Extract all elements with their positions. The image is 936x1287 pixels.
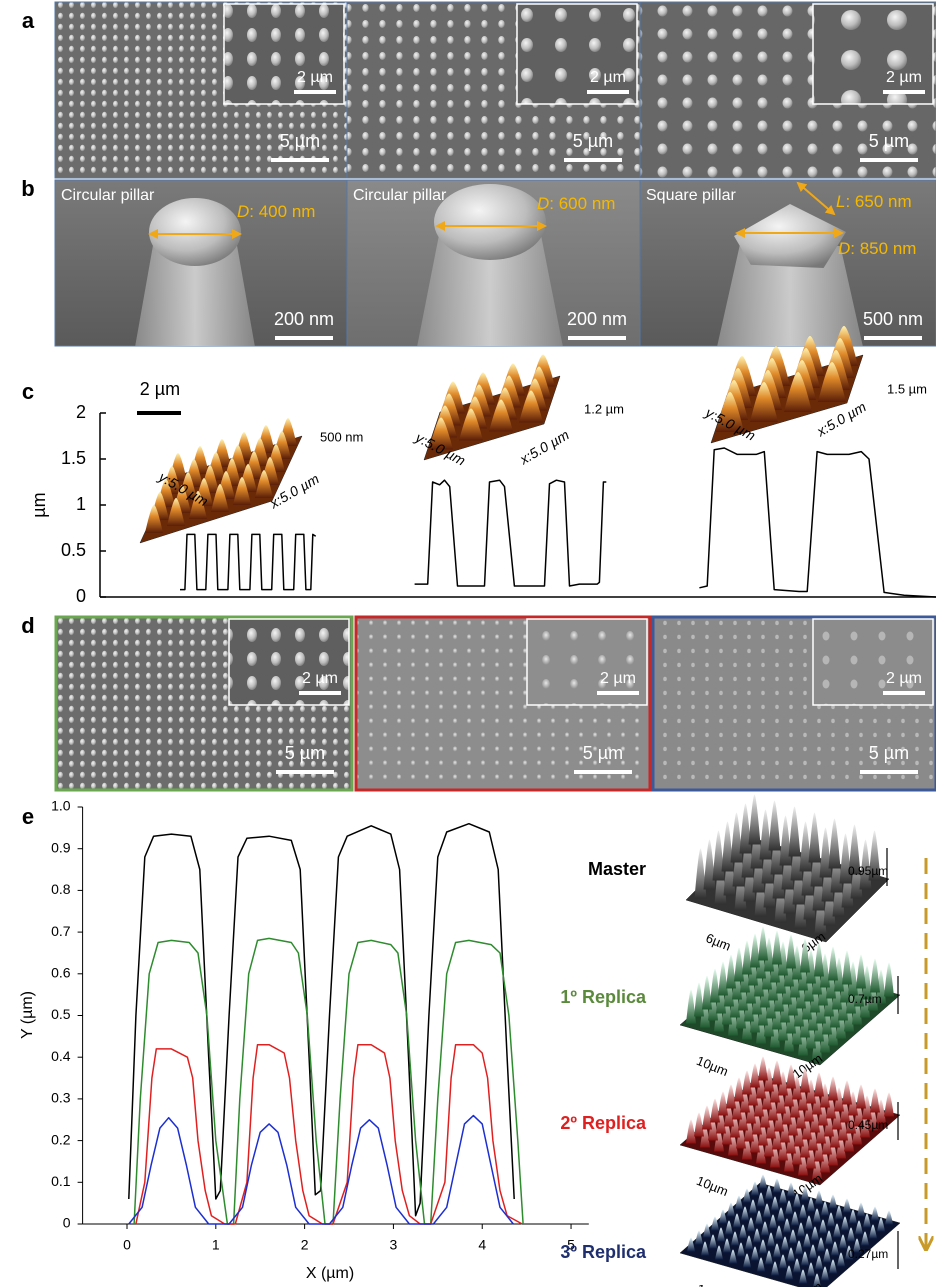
scale-label: 5 µm xyxy=(869,131,909,151)
dimension-symbol: L xyxy=(836,192,845,211)
x-axis-label: X (µm) xyxy=(306,1265,354,1282)
scale-bar xyxy=(137,411,181,415)
scale-label: 5 µm xyxy=(285,743,325,763)
dimension-label: D: 400 nm xyxy=(237,202,315,221)
y-tick-label: 0.9 xyxy=(51,839,71,855)
scale-bar xyxy=(564,158,622,162)
scale-bar xyxy=(597,691,639,695)
scale-bar xyxy=(587,90,629,94)
dimension-label: L: 650 nm xyxy=(836,192,912,211)
dimension-label: D: 850 nm xyxy=(838,239,916,258)
sample-label: 1º Replica xyxy=(560,987,647,1007)
image-title: Circular pillar xyxy=(61,187,155,204)
dimension-value: : 400 nm xyxy=(249,202,315,221)
sem-inset xyxy=(224,4,344,104)
height-label: 0.7µm xyxy=(848,992,882,1006)
scale-label: 2 µm xyxy=(140,379,180,399)
scale-bar xyxy=(568,336,626,340)
scale-bar xyxy=(883,691,925,695)
dimension-label: D: 600 nm xyxy=(537,194,615,213)
x-tick-label: 3 xyxy=(390,1237,398,1253)
scale-label: 5 µm xyxy=(573,131,613,151)
dimension-value: : 650 nm xyxy=(845,192,911,211)
scale-label: 500 nm xyxy=(863,309,923,329)
image-title: Circular pillar xyxy=(353,187,447,204)
scale-bar xyxy=(271,158,329,162)
scale-label: 2 µm xyxy=(302,670,338,687)
pillar-head xyxy=(434,184,546,260)
inset-z-label: 1.5 µm xyxy=(887,381,927,396)
y-tick-label: 0.5 xyxy=(61,540,86,560)
panel-label: c xyxy=(22,379,34,404)
scale-label: 5 µm xyxy=(869,743,909,763)
scale-label: 2 µm xyxy=(590,69,626,86)
sample-label: Master xyxy=(588,859,646,879)
inset-z-label: 1.2 µm xyxy=(584,401,624,416)
y-tick-label: 0.4 xyxy=(51,1048,71,1064)
scale-bar xyxy=(276,770,334,774)
scale-label: 2 µm xyxy=(886,69,922,86)
scale-bar xyxy=(275,336,333,340)
panel-label: d xyxy=(21,613,34,638)
y-tick-label: 1.0 xyxy=(51,798,71,814)
dimension-value: : 850 nm xyxy=(850,239,916,258)
y-tick-label: 1.5 xyxy=(61,448,86,468)
scale-bar xyxy=(574,770,632,774)
scale-bar xyxy=(860,770,918,774)
x-tick-label: 2 xyxy=(301,1237,309,1253)
y-axis-label: µm xyxy=(29,492,49,517)
x-tick-label: 0 xyxy=(123,1237,131,1253)
height-label: 0.27µm xyxy=(848,1247,888,1261)
scale-label: 200 nm xyxy=(274,309,334,329)
figure: a b c d e 2 µm 5 µm 2 µm 5 µm 2 µm 5 µm 2 µm 5 µm 2 µ… xyxy=(0,0,936,1287)
scale-label: 2 µm xyxy=(600,670,636,687)
dimension-symbol: D xyxy=(838,239,850,258)
y-tick-label: 0.7 xyxy=(51,923,71,939)
height-label: 0.95µm xyxy=(848,864,888,878)
y-axis-label: Y (µm) xyxy=(19,991,36,1039)
y-tick-label: 0.5 xyxy=(51,1006,71,1022)
image-title: Square pillar xyxy=(646,187,737,204)
y-tick-label: 0.1 xyxy=(51,1173,71,1189)
x-tick-label: 1 xyxy=(212,1237,220,1253)
height-label: 0.45µm xyxy=(848,1118,888,1132)
y-tick-label: 0 xyxy=(63,1215,71,1231)
scale-bar xyxy=(883,90,925,94)
dimension-value: : 600 nm xyxy=(549,194,615,213)
y-tick-label: 0.6 xyxy=(51,965,71,981)
sem-inset xyxy=(517,4,637,104)
dimension-symbol: D xyxy=(237,202,249,221)
y-tick-label: 0.8 xyxy=(51,881,71,897)
sample-label: 2º Replica xyxy=(560,1113,647,1133)
panel-label: a xyxy=(22,8,35,33)
inset-z-label: 500 nm xyxy=(320,429,363,444)
x-tick-label: 4 xyxy=(478,1237,486,1253)
scale-label: 200 nm xyxy=(567,309,627,329)
y-tick-label: 0 xyxy=(76,586,86,606)
panel-label: b xyxy=(21,176,34,201)
dimension-symbol: D xyxy=(537,194,549,213)
scale-bar xyxy=(294,90,336,94)
scale-label: 2 µm xyxy=(297,69,333,86)
y-tick-label: 0.2 xyxy=(51,1131,71,1147)
sample-label: 3º Replica xyxy=(560,1242,647,1262)
y-tick-label: 2 xyxy=(76,402,86,422)
scale-label: 5 µm xyxy=(280,131,320,151)
pillar-head xyxy=(149,198,241,266)
scale-bar xyxy=(860,158,918,162)
scale-label: 2 µm xyxy=(886,670,922,687)
scale-bar xyxy=(299,691,341,695)
sem-inset xyxy=(813,4,933,104)
panel-label: e xyxy=(22,804,34,829)
scale-bar xyxy=(864,336,922,340)
y-tick-label: 1 xyxy=(76,494,86,514)
y-tick-label: 0.3 xyxy=(51,1090,71,1106)
scale-label: 5 µm xyxy=(583,743,623,763)
